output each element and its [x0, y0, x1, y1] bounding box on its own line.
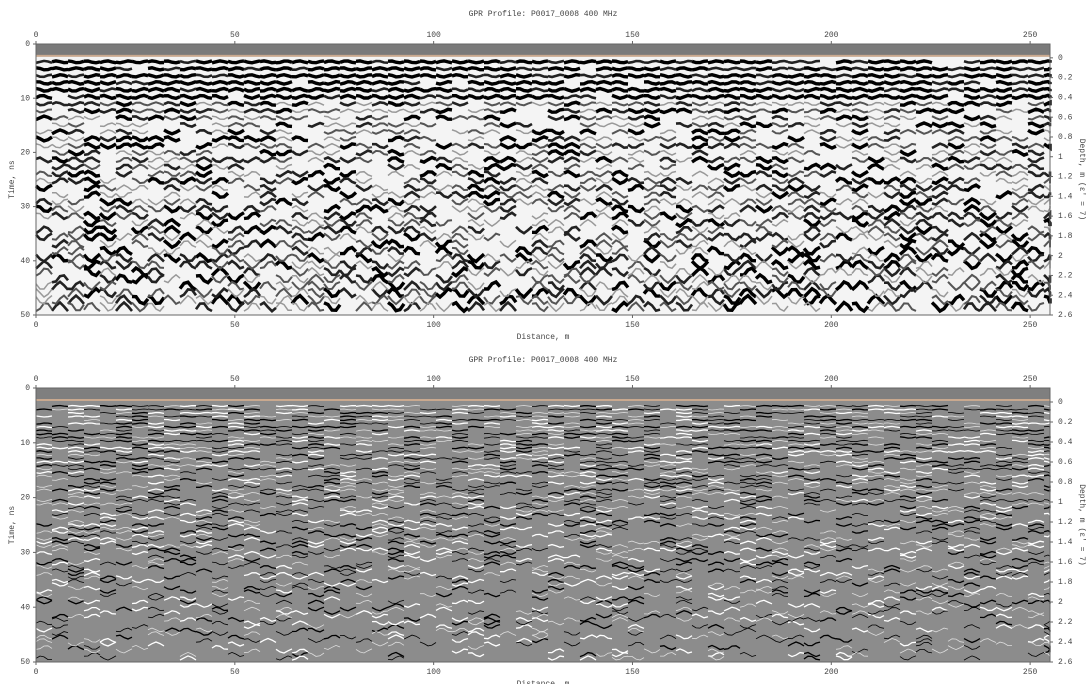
x-tick-label-top: 200: [824, 375, 839, 384]
radargram-trace: [34, 59, 1052, 314]
y2-tick-label: 0.2: [1058, 74, 1073, 83]
y-tick-label: 40: [20, 257, 30, 266]
y2-tick-label: 1: [1058, 153, 1063, 162]
chart-title: GPR Profile: P0017_0008 400 MHz: [469, 10, 618, 19]
y-tick-label: 50: [20, 658, 30, 667]
plot-frame: [35, 43, 1051, 316]
x-tick-label: 100: [426, 321, 441, 330]
y-tick-label: 0: [25, 384, 30, 393]
x-tick-label-top: 50: [230, 31, 240, 40]
x-tick-label: 150: [625, 321, 640, 330]
x-tick-label: 150: [625, 668, 640, 677]
x-tick-label-top: 150: [625, 375, 640, 384]
y2-tick-label: 0.4: [1058, 438, 1073, 447]
x-tick-label-top: 50: [230, 375, 240, 384]
x-tick-label: 200: [824, 321, 839, 330]
radargram-trace: [35, 59, 1052, 313]
air-band: [36, 388, 1050, 400]
x-axis-label: Distance, m: [517, 333, 570, 342]
chart-title: GPR Profile: P0017_0008 400 MHz: [469, 356, 618, 365]
y2-tick-label: 2.6: [1058, 658, 1073, 667]
y-tick-label: 30: [20, 203, 30, 212]
y2-tick-label: 2.2: [1058, 618, 1073, 627]
y2-tick-label: 1: [1058, 498, 1063, 507]
y2-tick-label: 0: [1058, 54, 1063, 63]
y2-tick-label: 1.2: [1058, 173, 1073, 182]
x-tick-label: 100: [426, 668, 441, 677]
x-tick-label: 0: [34, 321, 39, 330]
y2-tick-label: 1.4: [1058, 192, 1073, 201]
x-tick-label-top: 100: [426, 375, 441, 384]
plot-frame: [35, 387, 1051, 663]
air-band: [36, 44, 1050, 56]
y-tick-label: 30: [20, 549, 30, 558]
y2-tick-label: 2: [1058, 252, 1063, 261]
x-axis-label: Distance, m: [517, 680, 570, 684]
y2-tick-label: 2: [1058, 598, 1063, 607]
x-tick-label-top: 150: [625, 31, 640, 40]
y2-tick-label: 0.6: [1058, 458, 1073, 467]
x-tick-label: 0: [34, 668, 39, 677]
radargram-trace: [35, 404, 1051, 661]
y2-tick-label: 1.2: [1058, 518, 1073, 527]
x-tick-label-top: 250: [1023, 375, 1038, 384]
y2-tick-label: 0.8: [1058, 478, 1073, 487]
radargram-trace: [35, 404, 1051, 661]
y2-tick-label: 2.6: [1058, 311, 1073, 320]
y-tick-label: 10: [20, 439, 30, 448]
y2-tick-label: 1.4: [1058, 538, 1073, 547]
x-tick-label: 50: [230, 668, 240, 677]
x-tick-label: 50: [230, 321, 240, 330]
y2-tick-label: 1.8: [1058, 578, 1073, 587]
x-tick-label-top: 0: [34, 31, 39, 40]
y-tick-label: 20: [20, 149, 30, 158]
y-tick-label: 20: [20, 494, 30, 503]
surface-line: [36, 54, 1050, 57]
y2-tick-label: 0.4: [1058, 94, 1073, 103]
surface-line: [36, 399, 1050, 401]
radargram-panel: [34, 44, 1052, 315]
x-tick-label: 250: [1023, 321, 1038, 330]
y2-tick-label: 2.4: [1058, 638, 1073, 647]
y2-tick-label: 2.2: [1058, 272, 1073, 281]
y2-tick-label: 1.6: [1058, 558, 1073, 567]
x-tick-label: 200: [824, 668, 839, 677]
radargram-panel: [35, 388, 1051, 662]
y-tick-label: 10: [20, 94, 30, 103]
y2-tick-label: 2.4: [1058, 291, 1073, 300]
y-tick-label: 50: [20, 311, 30, 320]
y2-tick-label: 0.6: [1058, 113, 1073, 122]
y2-tick-label: 1.6: [1058, 212, 1073, 221]
radargram-trace: [35, 405, 1051, 661]
y2-tick-label: 0.2: [1058, 418, 1073, 427]
y2-tick-label: 0.8: [1058, 133, 1073, 142]
y2-axis-label: Depth, m (ε' = 7): [1077, 484, 1086, 566]
y2-axis-label: Depth, m (ε' = 7): [1077, 139, 1086, 221]
x-tick-label-top: 100: [426, 31, 441, 40]
y-tick-label: 0: [25, 40, 30, 49]
y-axis-label: Time, ns: [8, 506, 17, 545]
y-tick-label: 40: [20, 603, 30, 612]
x-tick-label-top: 0: [34, 375, 39, 384]
y2-tick-label: 0: [1058, 398, 1063, 407]
x-tick-label-top: 200: [824, 31, 839, 40]
radargram-trace: [35, 405, 1051, 661]
x-tick-label: 250: [1023, 668, 1038, 677]
y2-tick-label: 1.8: [1058, 232, 1073, 241]
x-tick-label-top: 250: [1023, 31, 1038, 40]
radargram-trace: [35, 101, 1051, 313]
y-axis-label: Time, ns: [8, 160, 17, 199]
